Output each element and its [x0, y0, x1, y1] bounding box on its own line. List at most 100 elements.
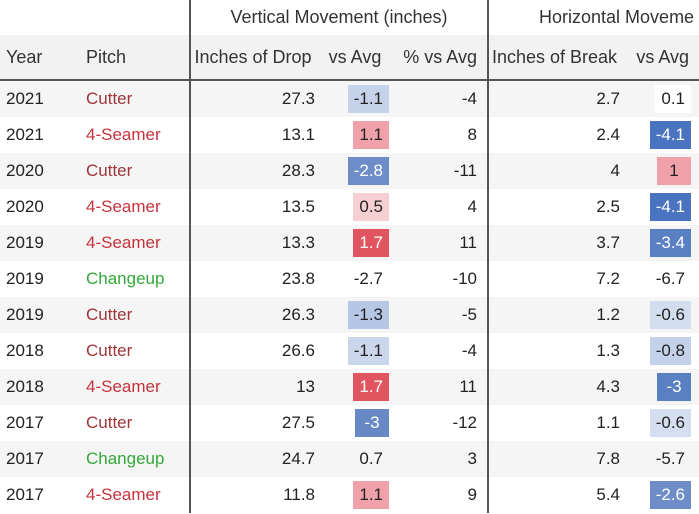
vs-avg-value: 1.7 — [353, 373, 390, 401]
row: 2021 Cutter 27.3 -1.1 -4 2.7 0.1 — [0, 80, 699, 117]
row: 2019 Cutter 26.3 -1.3 -5 1.2 -0.6 — [0, 297, 699, 333]
cell: 0.7 — [325, 441, 396, 477]
cell: -0.6 — [630, 405, 699, 441]
cell: -4.1 — [630, 117, 699, 153]
spacer — [180, 189, 190, 225]
cell-value: 2017 — [0, 441, 80, 477]
cell: -0.6 — [630, 297, 699, 333]
cell-value: 2020 — [6, 197, 44, 216]
row: 2019 Changeup 23.8 -2.7 -10 7.2 -6.7 — [0, 261, 699, 297]
pitch-name: Cutter — [80, 297, 180, 333]
cell-value: 9 — [467, 485, 478, 504]
pitch-name: Cutter — [80, 153, 180, 189]
spacer — [180, 297, 191, 333]
cell-value: 2018 — [6, 341, 44, 360]
cell-value: 4.3 — [487, 369, 631, 405]
vs-avg-value: 1 — [657, 157, 692, 185]
vs-avg-value: -1.1 — [347, 85, 390, 113]
group-header: Vertical Movement (inches) — [189, 0, 489, 35]
cell-value: 28.3 — [189, 153, 326, 189]
cell-value: 7.8 — [487, 441, 631, 477]
cell: -1.1 — [325, 333, 395, 369]
pitch-name: 4-Seamer — [80, 369, 180, 405]
pitch-name: Changeup — [86, 269, 165, 288]
cell-value: 4 — [487, 153, 631, 189]
spacer — [180, 261, 190, 297]
cell-value: 2020 — [0, 153, 80, 189]
cell: -2.8 — [325, 153, 396, 189]
cell-value: 2019 — [0, 297, 80, 333]
vs-avg-value: -2.8 — [347, 157, 390, 185]
row: 2017 Cutter 27.5 -3 -12 1.1 -0.6 — [0, 405, 699, 441]
cell-value: -4 — [461, 341, 478, 360]
vs-avg-value: 1.7 — [353, 229, 390, 257]
column-header: vs Avg — [630, 35, 699, 81]
cell-value: 8 — [467, 125, 478, 144]
vs-avg-value: 0.7 — [359, 449, 384, 468]
vs-avg-value: 1.1 — [353, 121, 390, 149]
vs-avg-value: -1.3 — [347, 301, 390, 329]
cell-value: 24.7 — [189, 441, 326, 477]
spacer — [180, 477, 190, 513]
cell-value: 2017 — [6, 485, 44, 504]
cell: 1.1 — [325, 477, 395, 513]
vs-avg-value: -6.7 — [655, 269, 686, 288]
row: 2020 4-Seamer 13.5 0.5 4 2.5 -4.1 — [0, 189, 699, 225]
group-header: Horizontal Moveme — [487, 0, 699, 35]
row: 2018 4-Seamer 13 1.7 11 4.3 -3 — [0, 369, 699, 405]
pitch-name: 4-Seamer — [86, 125, 161, 144]
cell-value: 11.8 — [189, 477, 326, 513]
cell: -2.6 — [630, 477, 699, 513]
cell: -0.8 — [630, 333, 699, 369]
cell-value: -4 — [395, 80, 489, 117]
spacer — [180, 405, 190, 441]
pitch-name: Changeup — [80, 441, 180, 477]
column-header: Year — [0, 35, 80, 81]
vs-avg-value: -5.7 — [655, 449, 686, 468]
vs-avg-value: 1.1 — [353, 481, 390, 509]
cell-value: 3 — [395, 441, 489, 477]
spacer — [180, 369, 191, 405]
group-header-row: Vertical Movement (inches) Horizontal Mo… — [0, 0, 699, 35]
cell-value: 27.5 — [189, 405, 326, 441]
cell-value: 2019 — [0, 225, 80, 261]
vs-avg-value: -0.8 — [649, 337, 692, 365]
cell-value: -12 — [452, 413, 478, 432]
row: 2020 Cutter 28.3 -2.8 -11 4 1 — [0, 153, 699, 189]
cell: 1.7 — [325, 225, 396, 261]
table-body: 2021 Cutter 27.3 -1.1 -4 2.7 0.1 2021 4-Seamer 13… — [0, 80, 699, 513]
column-header: vs Avg — [325, 35, 396, 81]
cell-value: 2021 — [0, 80, 80, 117]
cell-value: 13.5 — [189, 189, 326, 225]
row: 2018 Cutter 26.6 -1.1 -4 1.3 -0.8 — [0, 333, 699, 369]
cell-value: 2.5 — [487, 189, 631, 225]
spacer — [180, 35, 191, 81]
column-header: % vs Avg — [395, 35, 489, 81]
cell-value: 2017 — [6, 413, 44, 432]
cell-value: 5.4 — [487, 477, 631, 513]
cell: -5.7 — [630, 441, 699, 477]
row: 2017 Changeup 24.7 0.7 3 7.8 -5.7 — [0, 441, 699, 477]
cell: 1.7 — [325, 369, 396, 405]
vs-avg-value: -0.6 — [649, 409, 692, 437]
cell-value: 4 — [467, 197, 478, 216]
cell: -3.4 — [630, 225, 699, 261]
column-header: Inches of Break — [487, 35, 631, 81]
column-header: Pitch — [80, 35, 180, 81]
vs-avg-value: -2.7 — [353, 269, 384, 288]
spacer — [180, 80, 191, 117]
pitch-name: 4-Seamer — [86, 197, 161, 216]
cell-value: -5 — [395, 297, 489, 333]
cell-value: 1.3 — [487, 333, 631, 369]
vs-avg-value: -0.6 — [649, 301, 692, 329]
vs-avg-value: -3 — [657, 373, 692, 401]
pitch-name: Cutter — [80, 80, 180, 117]
row: 2017 4-Seamer 11.8 1.1 9 5.4 -2.6 — [0, 477, 699, 513]
pitch-name: 4-Seamer — [86, 485, 161, 504]
spacer — [180, 333, 190, 369]
column-header: Inches of Drop — [189, 35, 326, 81]
cell-value: -11 — [395, 153, 489, 189]
cell-value: 13 — [189, 369, 326, 405]
cell: 1 — [630, 153, 699, 189]
blank — [0, 0, 190, 35]
